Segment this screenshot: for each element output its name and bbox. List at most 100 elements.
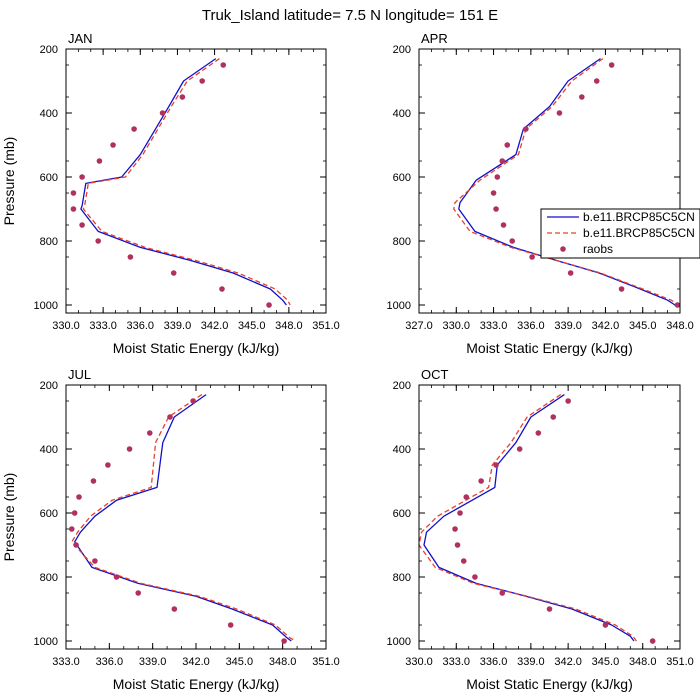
y-tick-label: 200 [393, 44, 411, 56]
raobs-point [281, 638, 287, 644]
panel-label: APR [421, 31, 448, 46]
plot-frame [65, 48, 327, 314]
raobs-point [96, 158, 103, 164]
plot-frame [418, 384, 681, 650]
raobs-point [79, 222, 85, 228]
model-line-dashed [453, 58, 680, 306]
plot-frame [418, 48, 681, 314]
raobs-point [618, 286, 625, 292]
y-tick-label: 800 [393, 236, 411, 248]
model-line-solid [458, 58, 676, 306]
y-tick-label: 400 [40, 444, 58, 456]
raobs-point [516, 446, 523, 452]
raobs-point [146, 430, 153, 436]
raobs-point [500, 222, 507, 228]
model-line-solid [74, 394, 292, 642]
legend-swatch-marker [560, 246, 566, 252]
raobs-point [472, 574, 478, 580]
x-tick-label: 336.0 [127, 320, 155, 332]
raobs-point [167, 414, 173, 420]
raobs-point [95, 238, 101, 244]
raobs-point [608, 62, 615, 68]
x-tick-label: 348.0 [629, 656, 657, 668]
x-tick-label: 336.0 [96, 656, 124, 668]
y-tick-label: 600 [393, 172, 411, 184]
raobs-point [529, 254, 535, 260]
x-tick-label: 342.0 [592, 320, 620, 332]
x-tick-label: 348.0 [269, 656, 297, 668]
raobs-point [504, 142, 511, 148]
legend-label-dashed: b.e11.BRCP85C5CN [583, 226, 695, 240]
x-tick-label: 348.0 [275, 320, 303, 332]
raobs-point [463, 494, 470, 500]
panel-label: JAN [68, 31, 93, 46]
x-tick-label: 327.0 [405, 320, 433, 332]
x-axis-label: Moist Static Energy (kJ/kg) [113, 340, 280, 356]
y-tick-label: 600 [40, 508, 58, 520]
x-axis-label: Moist Static Energy (kJ/kg) [466, 676, 633, 692]
x-tick-label: 348.0 [666, 320, 694, 332]
model-line-solid [80, 58, 287, 306]
x-tick-label: 342.0 [554, 656, 582, 668]
raobs-point [499, 158, 506, 164]
x-axis-label: Moist Static Energy (kJ/kg) [113, 676, 280, 692]
x-tick-label: 336.0 [517, 320, 545, 332]
raobs-point [674, 302, 681, 308]
raobs-point [227, 622, 234, 628]
y-tick-label: 200 [393, 380, 411, 392]
y-tick-label: 1000 [387, 300, 411, 312]
model-line-dashed [71, 394, 297, 642]
x-tick-label: 351.0 [312, 320, 340, 332]
raobs-point [70, 206, 77, 212]
raobs-point [490, 190, 497, 196]
raobs-point [649, 638, 656, 644]
raobs-point [131, 126, 137, 132]
x-tick-label: 339.0 [164, 320, 192, 332]
x-tick-label: 330.0 [405, 656, 433, 668]
raobs-point [79, 174, 85, 180]
raobs-point [71, 510, 78, 516]
x-tick-label: 342.0 [182, 656, 210, 668]
raobs-point [457, 510, 463, 516]
plot-frame [65, 384, 327, 650]
y-tick-label: 1000 [34, 300, 58, 312]
y-tick-label: 400 [393, 108, 411, 120]
model-line-dashed [82, 58, 291, 306]
raobs-point [452, 526, 458, 532]
x-tick-label: 351.0 [312, 656, 340, 668]
raobs-point [523, 126, 529, 132]
x-tick-label: 345.0 [629, 320, 657, 332]
y-tick-label: 400 [393, 444, 411, 456]
raobs-point [509, 238, 516, 244]
raobs-point [190, 398, 196, 404]
raobs-point [493, 462, 499, 468]
raobs-point [126, 446, 133, 452]
x-tick-label: 330.0 [52, 320, 80, 332]
raobs-point [579, 94, 585, 100]
y-tick-label: 800 [393, 572, 411, 584]
raobs-point [565, 398, 571, 404]
raobs-point [602, 622, 609, 628]
raobs-point [567, 270, 574, 276]
y-axis-label: Pressure (mb) [1, 473, 17, 562]
raobs-point [105, 462, 111, 468]
raobs-point [135, 590, 142, 596]
raobs-point [76, 494, 82, 500]
x-tick-label: 333.0 [443, 656, 471, 668]
y-tick-label: 800 [40, 572, 58, 584]
panel-jul: 333.0 336.0 339.0 342.0 345.0 348.0 351.0 200 40… [1, 367, 340, 692]
y-tick-label: 800 [40, 236, 58, 248]
raobs-point [478, 478, 484, 484]
raobs-point [556, 110, 563, 116]
legend: b.e11.BRCP85C5CN b.e11.BRCP85C5CN raobs [540, 208, 700, 259]
x-tick-label: 339.0 [139, 656, 167, 668]
raobs-point [219, 286, 225, 292]
raobs-point [170, 270, 177, 276]
y-tick-label: 200 [40, 380, 58, 392]
x-tick-label: 345.0 [226, 656, 254, 668]
legend-label-marker: raobs [583, 242, 613, 256]
panel-label: OCT [421, 367, 449, 382]
raobs-point [499, 590, 506, 596]
raobs-point [70, 190, 77, 196]
y-tick-label: 600 [40, 172, 58, 184]
